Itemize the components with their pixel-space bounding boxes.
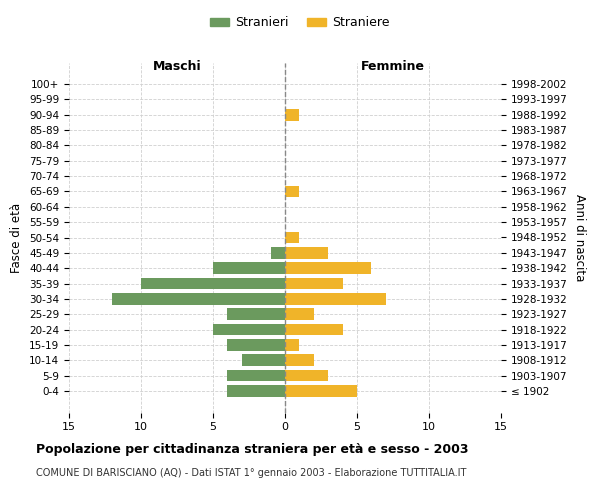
Bar <box>285 308 314 320</box>
Bar <box>112 293 285 304</box>
Bar <box>227 385 285 396</box>
Bar <box>227 339 285 350</box>
Bar <box>285 354 314 366</box>
Text: Femmine: Femmine <box>361 60 425 74</box>
Bar <box>213 262 285 274</box>
Bar <box>271 247 285 258</box>
Bar <box>285 370 328 382</box>
Bar <box>227 308 285 320</box>
Bar <box>242 354 285 366</box>
Text: COMUNE DI BARISCIANO (AQ) - Dati ISTAT 1° gennaio 2003 - Elaborazione TUTTITALIA: COMUNE DI BARISCIANO (AQ) - Dati ISTAT 1… <box>36 468 466 477</box>
Bar <box>285 278 343 289</box>
Bar <box>285 339 299 350</box>
Bar <box>141 278 285 289</box>
Bar <box>213 324 285 336</box>
Bar <box>227 370 285 382</box>
Bar <box>285 262 371 274</box>
Y-axis label: Fasce di età: Fasce di età <box>10 202 23 272</box>
Text: Popolazione per cittadinanza straniera per età e sesso - 2003: Popolazione per cittadinanza straniera p… <box>36 442 469 456</box>
Bar <box>285 293 386 304</box>
Text: Maschi: Maschi <box>152 60 202 74</box>
Bar <box>285 324 343 336</box>
Bar <box>285 186 299 197</box>
Bar <box>285 109 299 120</box>
Bar <box>285 247 328 258</box>
Bar <box>285 385 357 396</box>
Bar <box>285 232 299 243</box>
Legend: Stranieri, Straniere: Stranieri, Straniere <box>205 11 395 34</box>
Y-axis label: Anni di nascita: Anni di nascita <box>573 194 586 281</box>
